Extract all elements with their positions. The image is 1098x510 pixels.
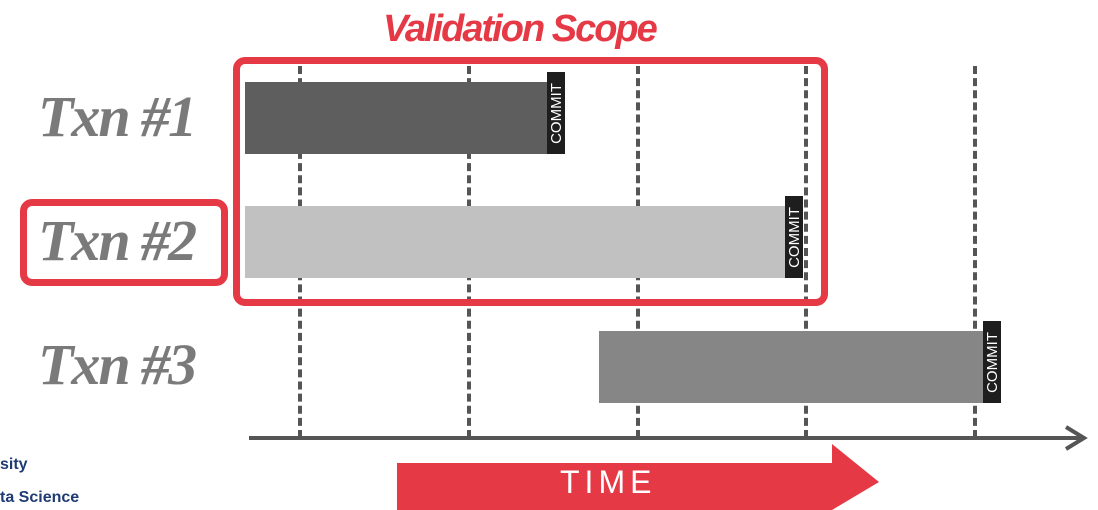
txn-3-commit-label: COMMIT — [983, 331, 1001, 393]
txn-2-label: Txn #2 — [38, 208, 197, 273]
txn-3-label: Txn #3 — [38, 332, 197, 397]
footer-line-1: sity — [0, 456, 28, 473]
txn-3-commit-marker: COMMIT — [983, 321, 1001, 403]
footer-line-2: ta Science — [0, 489, 80, 506]
txn-1-bar — [245, 82, 547, 154]
txn-1-commit-marker: COMMIT — [547, 72, 565, 154]
validation-scope-box — [233, 57, 828, 306]
txn-2-bar — [245, 206, 785, 278]
time-marker-5 — [973, 66, 977, 438]
txn-2-highlight-box — [20, 199, 228, 286]
time-label: TIME — [560, 464, 657, 500]
txn-2-commit-marker: COMMIT — [785, 196, 803, 278]
txn-3-bar — [599, 331, 983, 403]
time-marker-4 — [804, 66, 808, 438]
txn-1-label: Txn #1 — [38, 84, 197, 149]
validation-scope-title: Validation Scope — [383, 8, 658, 50]
